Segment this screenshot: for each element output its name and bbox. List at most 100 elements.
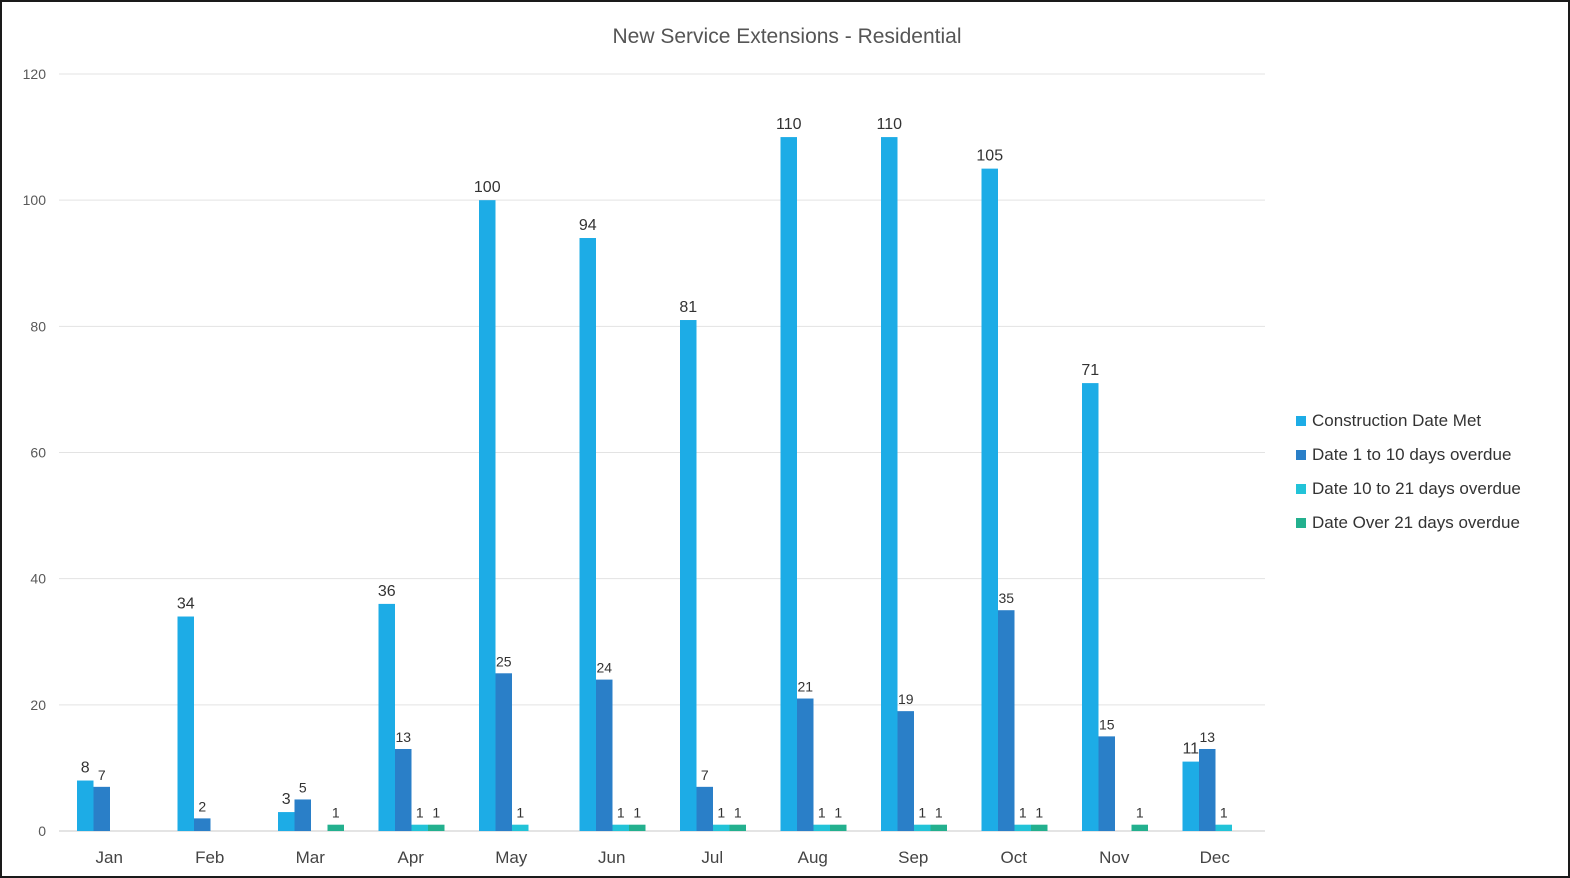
data-label: 1 [734, 805, 742, 821]
bar [1082, 383, 1099, 831]
data-label: 100 [474, 179, 501, 196]
data-label: 1 [717, 805, 725, 821]
y-tick-label: 100 [23, 192, 47, 208]
x-tick-label: Jan [96, 848, 123, 867]
data-label: 1 [918, 805, 926, 821]
x-tick-label: Feb [195, 848, 224, 867]
bar [77, 780, 94, 831]
data-label: 24 [596, 660, 612, 676]
bar [1031, 824, 1048, 831]
data-label: 105 [976, 148, 1003, 165]
bar [512, 824, 529, 831]
data-label: 5 [299, 779, 307, 795]
bar [378, 603, 395, 831]
bar [914, 824, 931, 831]
bar [1215, 824, 1232, 831]
bar [680, 320, 697, 831]
y-tick-label: 120 [23, 66, 47, 82]
bar [696, 786, 713, 831]
y-tick-label: 20 [30, 697, 46, 713]
bar [981, 168, 998, 831]
y-tick-label: 80 [30, 318, 46, 334]
legend-swatch [1296, 518, 1306, 528]
bar [998, 610, 1015, 831]
bar [395, 748, 412, 831]
x-tick-label: Nov [1099, 848, 1130, 867]
bar [813, 824, 830, 831]
bar [881, 137, 898, 832]
legend-swatch [1296, 416, 1306, 426]
bar [1182, 761, 1199, 831]
data-label: 15 [1099, 716, 1115, 732]
bar [579, 238, 596, 831]
bar [1098, 736, 1115, 831]
data-label: 110 [876, 116, 902, 133]
bar [278, 812, 295, 831]
bar [177, 616, 194, 831]
bar [428, 824, 445, 831]
data-label: 1 [432, 805, 440, 821]
bars [77, 137, 1232, 832]
bar [629, 824, 646, 831]
data-label: 7 [701, 767, 709, 783]
bar [479, 200, 496, 831]
legend-item: Date 10 to 21 days overdue [1296, 472, 1521, 506]
bar [612, 824, 629, 831]
x-tick-label: Jun [598, 848, 625, 867]
x-tick-label: Aug [798, 848, 828, 867]
bar [897, 711, 914, 831]
data-label: 1 [1136, 805, 1144, 821]
legend-item: Date Over 21 days overdue [1296, 506, 1521, 540]
x-tick-label: Oct [1001, 848, 1028, 867]
x-tick-label: Dec [1200, 848, 1231, 867]
y-axis: 0 20 40 60 80 100 120 [23, 66, 47, 839]
bar [93, 786, 110, 831]
legend-swatch [1296, 484, 1306, 494]
data-label: 1 [633, 805, 641, 821]
bar [713, 824, 730, 831]
chart-title: New Service Extensions - Residential [613, 25, 962, 48]
bar [411, 824, 428, 831]
bar [1014, 824, 1031, 831]
legend-label: Construction Date Met [1312, 411, 1482, 430]
data-label: 110 [776, 116, 802, 133]
data-label: 81 [679, 299, 697, 316]
bar [327, 824, 344, 831]
bar [780, 137, 797, 832]
data-label: 36 [378, 583, 396, 600]
data-label: 1 [416, 805, 424, 821]
data-label: 1 [818, 805, 826, 821]
x-tick-label: Mar [296, 848, 326, 867]
data-label: 1 [332, 805, 340, 821]
data-label: 35 [998, 590, 1014, 606]
legend-item: Date 1 to 10 days overdue [1296, 438, 1521, 472]
x-tick-label: Sep [898, 848, 928, 867]
bar [596, 679, 613, 831]
bar [194, 818, 211, 831]
bar [1199, 748, 1216, 831]
data-label: 1 [516, 805, 524, 821]
x-tick-label: Jul [701, 848, 723, 867]
legend: Construction Date Met Date 1 to 10 days o… [1296, 404, 1521, 540]
data-label: 1 [1019, 805, 1027, 821]
data-label: 1 [617, 805, 625, 821]
data-label: 7 [98, 767, 106, 783]
data-label: 11 [1182, 741, 1199, 758]
data-label: 8 [81, 760, 90, 777]
data-label: 1 [834, 805, 842, 821]
bar [930, 824, 947, 831]
data-label: 94 [579, 217, 597, 234]
data-label: 25 [496, 653, 512, 669]
data-label: 3 [282, 791, 291, 808]
data-label: 13 [395, 729, 411, 745]
x-tick-label: May [495, 848, 528, 867]
bar [797, 698, 814, 831]
data-label: 2 [198, 798, 206, 814]
bar [495, 673, 512, 831]
data-label: 1 [1035, 805, 1043, 821]
y-tick-label: 40 [30, 571, 46, 587]
data-label: 1 [1220, 805, 1228, 821]
